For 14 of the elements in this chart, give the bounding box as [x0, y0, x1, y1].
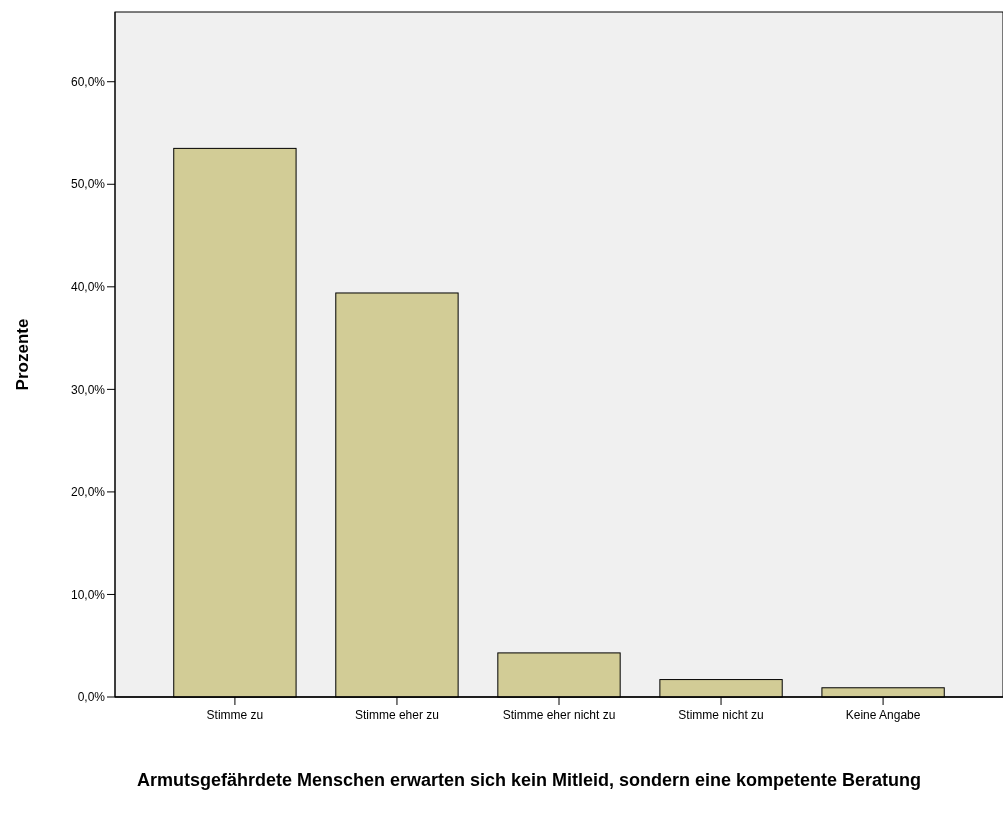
y-tick-label: 20,0%: [70, 485, 106, 500]
y-axis-title: Prozente: [13, 318, 32, 391]
y-tick-label: 10,0%: [70, 587, 106, 602]
x-tick-label: Stimme zu: [206, 708, 264, 722]
x-tick-label: Stimme eher zu: [354, 708, 439, 722]
y-tick-label: 0,0%: [77, 690, 106, 705]
y-tick-label: 30,0%: [70, 382, 106, 397]
x-tick-label: Stimme nicht zu: [678, 708, 764, 722]
y-tick-label: 60,0%: [70, 74, 106, 89]
x-axis-title: Armutsgefährdete Menschen erwarten sich kein Mitleid, sondern eine kompetente Beratung: [136, 770, 922, 790]
x-tick-label: Stimme eher nicht zu: [502, 708, 616, 722]
x-tick-label: Keine Angabe: [845, 708, 921, 722]
y-tick-label: 40,0%: [70, 280, 106, 295]
y-tick-label: 50,0%: [70, 177, 106, 192]
